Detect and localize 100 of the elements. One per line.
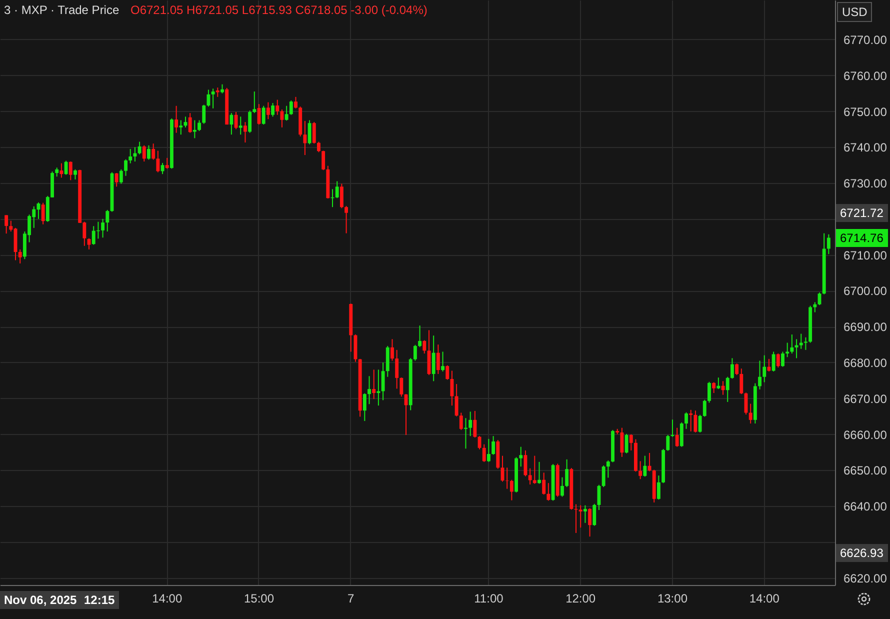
y-tick-label: 6690.00 (844, 320, 888, 334)
candlestick (528, 468, 532, 486)
candlestick (473, 410, 477, 438)
candlestick (390, 338, 394, 362)
candlestick (303, 120, 307, 156)
candlestick (156, 150, 160, 173)
candlestick (542, 472, 546, 496)
candlestick (694, 410, 698, 433)
candlestick (372, 369, 376, 400)
candlestick (322, 150, 326, 171)
x-tick-label: 7 (348, 592, 355, 606)
text: USD (837, 2, 872, 22)
y-tick-label: 6770.00 (844, 32, 888, 47)
candlestick (492, 436, 496, 456)
candlestick (188, 112, 192, 134)
candlestick (459, 412, 463, 430)
candlestick (708, 381, 711, 404)
x-tick-label: 13:00 (657, 592, 688, 606)
candlestick (376, 369, 380, 406)
candlestick (643, 455, 647, 478)
chart-title: 3 · MXP · Trade Price (4, 3, 120, 17)
candlestick (656, 475, 660, 500)
y-tick-label: 6640.00 (844, 500, 888, 514)
candlestick (133, 146, 137, 162)
candlestick (698, 414, 702, 433)
candlestick (400, 377, 404, 398)
candlestick (68, 161, 72, 181)
candlestick (776, 353, 780, 368)
candlestick (592, 503, 596, 526)
candlestick (340, 183, 344, 209)
candlestick (702, 399, 706, 418)
candlestick (386, 345, 390, 378)
candlestick (271, 102, 275, 118)
candlestick (202, 104, 206, 124)
candlestick (804, 336, 808, 350)
candlestick (92, 226, 96, 246)
x-tick-label: 14:00 (749, 592, 780, 606)
candlestick (418, 325, 422, 348)
candlestick (266, 102, 270, 120)
y-tick-label: 6750.00 (844, 104, 888, 119)
y-tick-label: 6760.00 (844, 68, 888, 83)
candlestick (234, 111, 238, 130)
candlestick (280, 108, 284, 128)
candlestick (666, 434, 670, 452)
candlestick (147, 144, 150, 160)
text: 12:15 (80, 591, 119, 609)
candlestick (174, 105, 178, 134)
candlestick (588, 508, 592, 538)
candlestick (422, 340, 426, 354)
candlestick (308, 120, 312, 145)
candlestick (826, 234, 830, 255)
candlestick (565, 458, 569, 488)
candlestick (468, 411, 472, 437)
candlestick (362, 392, 366, 422)
candlestick (510, 479, 514, 501)
candlestick (243, 122, 247, 143)
candlestick (165, 157, 169, 170)
y-tick-label: 6620.00 (844, 571, 888, 586)
candlestick (436, 344, 440, 374)
candlestick (726, 376, 730, 402)
candlestick (395, 349, 399, 390)
y-tick-label: 6660.00 (844, 428, 888, 442)
candlestick (413, 344, 417, 362)
text: 6714.76 (836, 228, 888, 247)
annotation: O6721.05 H6721.05 L6715.93 C6718.05 -3.00 (-0.04%) (129, 3, 428, 17)
candlestick (790, 334, 794, 354)
candlestick (87, 238, 91, 250)
candlestick (524, 450, 528, 477)
candlestick (230, 112, 234, 136)
y-tick-label: 6730.00 (844, 176, 888, 191)
candlestick (441, 351, 444, 372)
candlestick (206, 89, 210, 108)
candlestick (712, 382, 716, 394)
candlestick (638, 460, 642, 480)
candlestick (781, 351, 784, 368)
candlestick (597, 484, 601, 510)
text: 6721.72 (836, 204, 888, 222)
candlestick (248, 110, 252, 134)
candlestick (560, 476, 564, 498)
y-tick-label: 6740.00 (844, 140, 888, 155)
candlestick (106, 209, 110, 232)
candlestick (546, 482, 550, 502)
y-tick-label: 6670.00 (844, 392, 888, 406)
candlestick (606, 460, 610, 478)
candlestick (446, 364, 450, 380)
candlestick (41, 202, 45, 225)
candlestick (519, 446, 523, 468)
candlestick (262, 105, 266, 126)
candlestick (238, 116, 242, 136)
candlestick (532, 455, 536, 484)
candlestick (276, 99, 280, 116)
candlestick (786, 342, 790, 358)
candlestick (119, 168, 123, 184)
candlestick (758, 360, 762, 390)
x-tick-label: 15:00 (244, 592, 274, 606)
y-tick-label: 6710.00 (844, 248, 888, 262)
candlestick (684, 412, 688, 430)
candlestick (138, 141, 142, 155)
candlestick (482, 444, 486, 462)
y-tick-label: 6680.00 (844, 356, 888, 370)
